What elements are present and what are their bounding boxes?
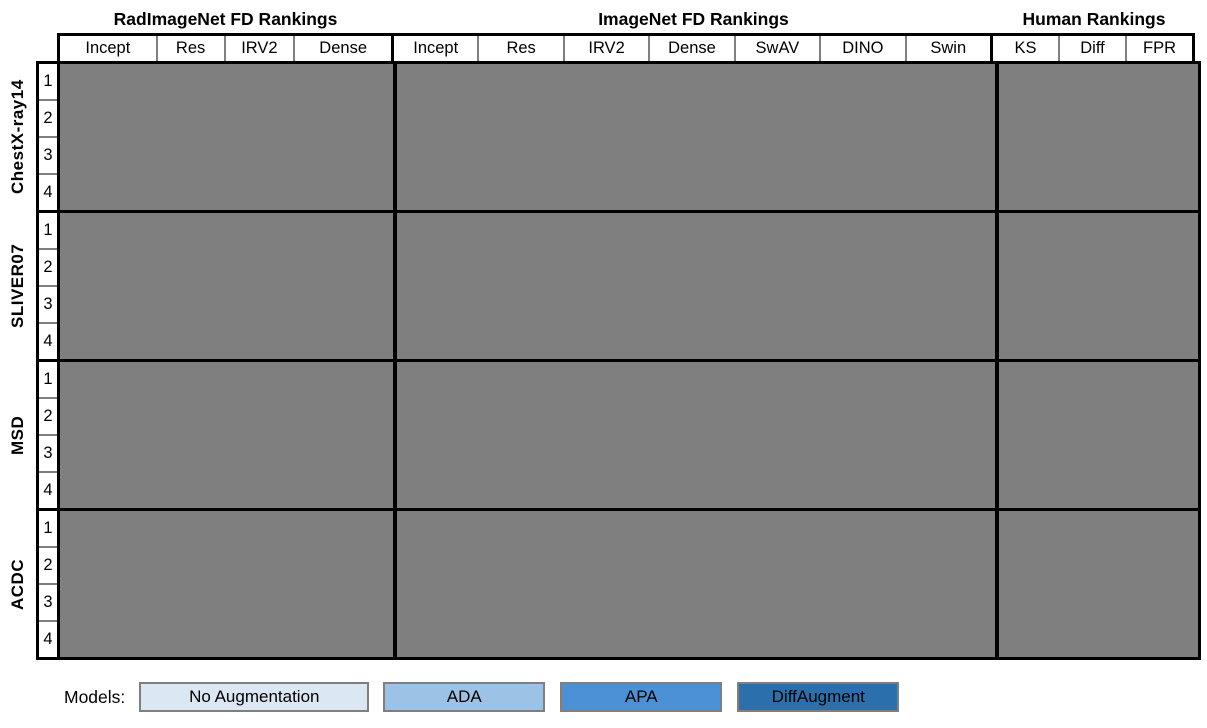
column-headers-row: Incept Res IRV2 Dense Incept Res IRV2 Dense SwA… xyxy=(57,33,1207,64)
column-header-irv2: IRV2 xyxy=(223,36,294,61)
column-header-group-radimagenet: Incept Res IRV2 Dense xyxy=(57,33,394,64)
column-header-swin: Swin xyxy=(904,36,990,61)
dataset-block-chestx-ray14: ChestX-ray14 1 2 3 4 xyxy=(0,61,1207,213)
legend-item-no-augmentation: No Augmentation xyxy=(139,682,370,712)
column-header-irv2: IRV2 xyxy=(562,36,648,61)
group-title-imagenet: ImageNet FD Rankings xyxy=(598,9,789,29)
legend-item-diffaugment: DiffAugment xyxy=(737,682,900,712)
rank-label: 3 xyxy=(39,287,57,322)
rank-label: 2 xyxy=(39,250,57,285)
rank-label: 1 xyxy=(39,213,57,248)
column-header-dense: Dense xyxy=(648,36,733,61)
group-title-human: Human Rankings xyxy=(1022,9,1166,29)
group-separator xyxy=(393,61,397,213)
dataset-block-acdc: ACDC 1 2 3 4 xyxy=(0,508,1207,660)
group-titles-row: RadImageNet FD Rankings ImageNet FD Rank… xyxy=(57,6,1207,33)
column-header-swav: SwAV xyxy=(733,36,819,61)
heatmap-grid xyxy=(57,508,1201,660)
legend-item-label: ADA xyxy=(446,687,482,706)
column-header-fpr: FPR xyxy=(1125,36,1192,61)
dataset-block-msd: MSD 1 2 3 4 xyxy=(0,359,1207,511)
legend-item-label: APA xyxy=(624,687,658,706)
group-separator xyxy=(995,61,999,213)
column-header-diff: Diff xyxy=(1058,36,1125,61)
column-header-dino: DINO xyxy=(819,36,904,61)
dataset-label: ChestX-ray14 xyxy=(8,79,27,195)
column-header-incept: Incept xyxy=(413,39,459,57)
column-header-ks: KS xyxy=(1014,39,1037,57)
legend-item-label: DiffAugment xyxy=(771,687,865,706)
heatmap-grid xyxy=(57,210,1201,362)
legend: Models: No Augmentation ADA APA DiffAugm… xyxy=(64,682,1207,712)
group-title-radimagenet: RadImageNet FD Rankings xyxy=(113,9,338,29)
column-header-dense: Dense xyxy=(293,36,391,61)
column-header-incept: Incept xyxy=(85,39,131,57)
group-separator xyxy=(393,210,397,362)
rank-label: 3 xyxy=(39,436,57,471)
group-separator xyxy=(995,210,999,362)
legend-item-label: No Augmentation xyxy=(189,687,320,706)
heatmap-body: ChestX-ray14 1 2 3 4 SLIVER07 1 2 3 4 MSD 1 2 3 4 ACDC 1… xyxy=(0,61,1207,660)
rank-label: 2 xyxy=(39,399,57,434)
legend-item-ada: ADA xyxy=(383,682,546,712)
rank-label: 1 xyxy=(39,362,57,397)
dataset-label: SLIVER07 xyxy=(8,243,27,329)
dataset-label: MSD xyxy=(8,415,27,455)
rank-label: 4 xyxy=(39,622,57,657)
legend-label: Models: xyxy=(64,686,126,707)
ranking-heatmap-figure: RadImageNet FD Rankings ImageNet FD Rank… xyxy=(0,6,1207,712)
rank-label: 1 xyxy=(39,511,57,546)
rank-label: 1 xyxy=(39,64,57,99)
dataset-block-sliver07: SLIVER07 1 2 3 4 xyxy=(0,210,1207,362)
column-header-group-human: KS Diff FPR xyxy=(990,33,1195,64)
group-separator xyxy=(995,359,999,511)
rank-label: 2 xyxy=(39,548,57,583)
group-separator xyxy=(393,508,397,660)
rank-label: 2 xyxy=(39,101,57,136)
dataset-label: ACDC xyxy=(8,558,27,610)
rank-label: 3 xyxy=(39,585,57,620)
column-header-res: Res xyxy=(477,36,562,61)
group-separator xyxy=(995,508,999,660)
legend-item-apa: APA xyxy=(560,682,723,712)
heatmap-grid xyxy=(57,359,1201,511)
rank-label: 4 xyxy=(39,175,57,210)
column-header-group-imagenet: Incept Res IRV2 Dense SwAV DINO Swin xyxy=(391,33,993,64)
heatmap-grid xyxy=(57,61,1201,213)
rank-label: 3 xyxy=(39,138,57,173)
column-header-res: Res xyxy=(155,36,224,61)
rank-label: 4 xyxy=(39,473,57,508)
rank-label: 4 xyxy=(39,324,57,359)
group-separator xyxy=(393,359,397,511)
